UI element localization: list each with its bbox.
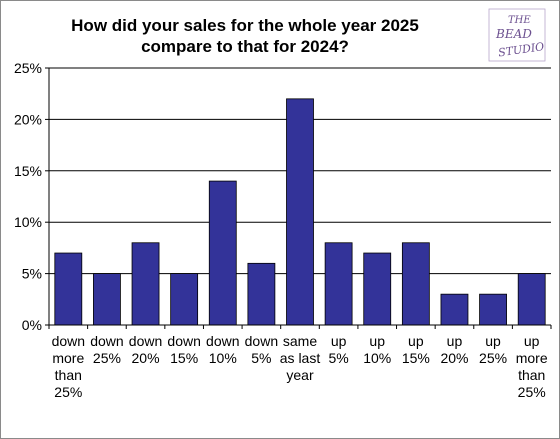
- y-tick-label: 10%: [14, 214, 42, 230]
- x-category-label: down 25%: [77, 333, 137, 367]
- x-category-label-line: than: [54, 367, 82, 383]
- bar: [440, 293, 469, 326]
- bead-studio-logo: THE BEAD STUDIO: [488, 8, 546, 62]
- x-category-label-line: 15%: [401, 350, 430, 366]
- bar: [324, 242, 353, 326]
- x-category-label-line: 20%: [131, 350, 160, 366]
- logo-line-1: THE: [508, 15, 531, 26]
- x-category-label-line: 5%: [251, 350, 272, 366]
- x-category-label-line: down: [51, 333, 86, 349]
- x-category-label-line: 5%: [328, 350, 349, 366]
- x-category-label-line: than: [518, 367, 546, 383]
- x-category-label: up 25%: [463, 333, 523, 367]
- bar: [93, 273, 121, 326]
- x-category-label: down more than 25%: [38, 333, 98, 401]
- x-category-label: up 5%: [309, 333, 369, 367]
- bar: [479, 293, 507, 326]
- x-category-label-line: 25%: [479, 350, 508, 366]
- x-category-label: up 10%: [347, 333, 407, 367]
- logo-line-2: BEAD: [495, 27, 532, 41]
- x-category-label-line: up: [485, 333, 501, 349]
- y-tick-label: 25%: [14, 60, 42, 76]
- logo-border: [488, 8, 546, 62]
- bar: [54, 252, 83, 326]
- x-category-label-line: 20%: [440, 350, 469, 366]
- bar: [517, 273, 546, 326]
- x-category-label-line: 15%: [170, 350, 199, 366]
- x-category-label-line: as last: [279, 350, 321, 366]
- x-category-label-line: 10%: [363, 350, 392, 366]
- y-tick-label: 20%: [14, 111, 42, 127]
- x-category-label-line: more: [52, 350, 85, 366]
- x-category-label-line: up: [446, 333, 463, 349]
- x-category-label-line: up: [408, 333, 424, 349]
- y-tick-label: 0%: [22, 317, 42, 333]
- y-tick-labels: 0% 5% 10% 15% 20% 25%: [14, 60, 42, 333]
- x-category-label-line: 25%: [517, 384, 546, 400]
- x-category-label-line: 25%: [92, 350, 121, 366]
- x-category-label-line: year: [286, 367, 314, 383]
- x-category-label-line: down: [206, 333, 240, 349]
- x-category-label-line: up: [369, 333, 385, 349]
- x-category-label: down 10%: [193, 333, 253, 367]
- bar: [363, 252, 392, 326]
- x-category-label: down 5%: [231, 333, 291, 367]
- x-category-label-line: down: [167, 333, 201, 349]
- x-category-label-line: up: [523, 333, 540, 349]
- x-category-label-line: up: [330, 333, 347, 349]
- x-category-label: up more than 25%: [502, 333, 560, 401]
- bar: [286, 98, 314, 326]
- x-category-label-line: down: [128, 333, 163, 349]
- y-tick-label: 15%: [14, 163, 42, 179]
- chart-title: How did your sales for the whole year 20…: [50, 15, 440, 57]
- x-category-label-line: same: [282, 333, 318, 349]
- bar: [170, 273, 199, 326]
- x-category-label: down 15%: [154, 333, 214, 367]
- x-category-label: down 20%: [116, 333, 176, 367]
- x-category-label-line: more: [515, 350, 548, 366]
- x-category-label: up 20%: [424, 333, 484, 367]
- x-category-label-line: 25%: [54, 384, 83, 400]
- logo-line-3: STUDIO: [497, 40, 545, 59]
- bar: [131, 242, 160, 326]
- bar: [401, 242, 430, 326]
- bar: [208, 180, 237, 326]
- x-category-label: same as last year: [270, 333, 330, 384]
- chart-title-line-1: How did your sales for the whole year 20…: [71, 16, 419, 35]
- bars: [54, 98, 546, 326]
- bar: [247, 262, 276, 326]
- x-category-label-line: down: [90, 333, 124, 349]
- chart-title-line-2: compare to that for 2024?: [141, 37, 349, 56]
- x-category-label: up 15%: [386, 333, 446, 367]
- y-tick-label: 5%: [22, 266, 42, 282]
- x-category-label-line: 10%: [208, 350, 237, 366]
- x-category-label-line: down: [244, 333, 279, 349]
- axes: [45, 67, 552, 329]
